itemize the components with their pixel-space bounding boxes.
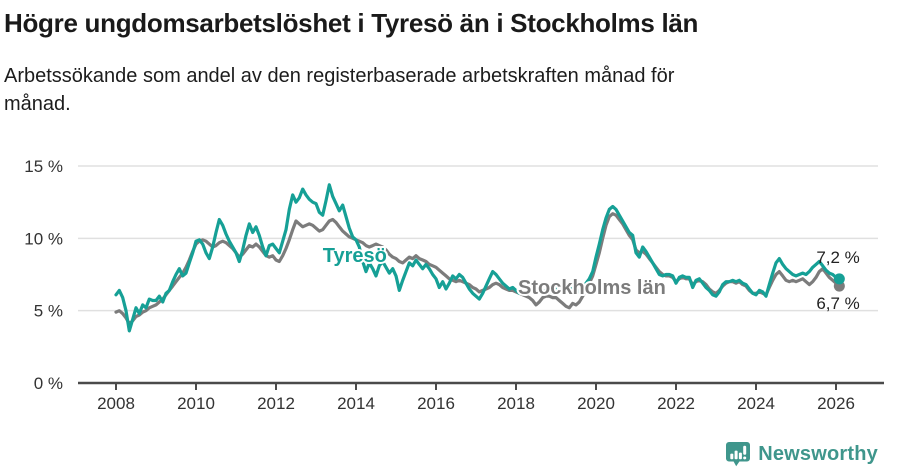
x-axis-tick-label: 2026 (817, 394, 855, 413)
series-label-stockholm: Stockholms län (518, 277, 666, 299)
x-axis-tick-label: 2020 (577, 394, 615, 413)
bar-chart-exclamation-bubble-icon (726, 442, 751, 467)
series-label-tyreso: Tyresö (323, 245, 387, 267)
chart-subtitle: Arbetssökande som andel av den registerb… (4, 62, 674, 118)
x-axis-tick-label: 2012 (257, 394, 295, 413)
series-end-dot-tyreso (833, 273, 845, 285)
series-line-tyreso (114, 183, 841, 333)
y-axis-tick-label: 5 % (34, 302, 63, 321)
page-title: Högre ungdomsarbetslöshet i Tyresö än i … (4, 8, 699, 38)
x-axis-tick-label: 2010 (177, 394, 215, 413)
series-end-value-label: 7,2 % (816, 248, 859, 267)
chart-subtitle-line1: Arbetssökande som andel av den registerb… (4, 65, 675, 87)
y-axis-tick-label: 0 % (34, 374, 63, 393)
series-end-value-label: 6,7 % (816, 294, 859, 313)
x-axis-tick-label: 2016 (417, 394, 455, 413)
x-axis-tick-label: 2008 (97, 394, 135, 413)
x-axis-tick-label: 2014 (337, 394, 375, 413)
y-axis-tick-label: 15 % (24, 157, 63, 176)
brand-name: Newsworthy (758, 442, 878, 465)
x-axis-tick-label: 2022 (657, 394, 695, 413)
speech-bubble-shape (726, 442, 751, 467)
chart-subtitle-line2: månad. (4, 93, 71, 115)
y-axis-tick-label: 10 % (24, 229, 63, 248)
x-axis-tick-label: 2018 (497, 394, 535, 413)
newsworthy-brand-link[interactable]: Newsworthy (725, 441, 878, 467)
x-axis-tick-label: 2024 (737, 394, 775, 413)
